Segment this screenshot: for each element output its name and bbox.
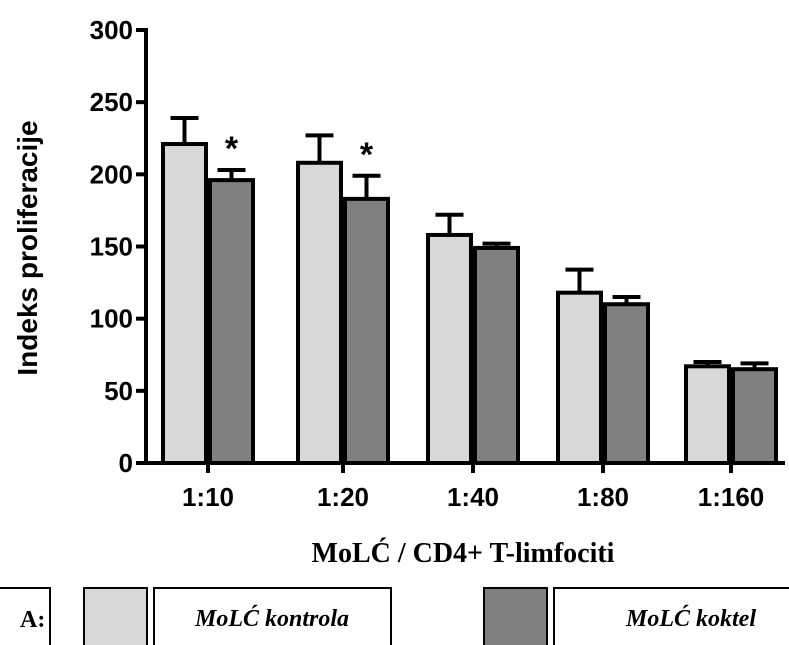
legend: A: MoLĆ kontrola MoLĆ koktel bbox=[0, 587, 789, 645]
legend-label-box-kontrola bbox=[153, 587, 392, 645]
x-tick-label: 1:160 bbox=[698, 482, 765, 512]
bar bbox=[343, 196, 390, 465]
y-tick-label: 50 bbox=[104, 376, 133, 406]
legend-prefix-box bbox=[0, 587, 51, 645]
legend-label-koktel: MoLĆ koktel bbox=[625, 605, 756, 632]
bar bbox=[161, 142, 208, 465]
legend-swatch-koktel bbox=[483, 587, 548, 645]
bar bbox=[473, 245, 520, 465]
legend-swatch-kontrola bbox=[83, 587, 148, 645]
bar bbox=[208, 178, 255, 466]
legend-label-kontrola: MoLĆ kontrola bbox=[194, 605, 349, 632]
x-tick-label: 1:10 bbox=[182, 482, 234, 512]
bar bbox=[731, 367, 778, 465]
y-tick-label: 200 bbox=[90, 159, 133, 189]
x-tick-label: 1:20 bbox=[317, 482, 369, 512]
y-tick-label: 150 bbox=[90, 232, 133, 262]
significance-marker: * bbox=[360, 136, 374, 174]
legend-label-box-koktel bbox=[553, 587, 789, 645]
bar bbox=[556, 290, 603, 466]
bar bbox=[296, 160, 343, 466]
y-axis-label: Indeks proliferacije bbox=[12, 120, 43, 375]
bar bbox=[603, 302, 650, 465]
plot-area: 0 50 100 150 200 250 300 1:10 1:20 1:40 1:80 1:160 *… bbox=[90, 15, 785, 512]
x-axis-label: MoLĆ / CD4+ T-limfociti bbox=[312, 538, 615, 569]
x-tick-label: 1:80 bbox=[577, 482, 629, 512]
y-tick-label: 250 bbox=[90, 87, 133, 117]
legend-prefix: A: bbox=[20, 607, 45, 633]
y-tick-label: 0 bbox=[119, 448, 133, 478]
bar bbox=[426, 232, 473, 465]
y-tick-label: 300 bbox=[90, 15, 133, 45]
y-tick-label: 100 bbox=[90, 304, 133, 334]
bar bbox=[684, 364, 731, 465]
x-tick-label: 1:40 bbox=[447, 482, 499, 512]
significance-marker: * bbox=[225, 130, 239, 168]
